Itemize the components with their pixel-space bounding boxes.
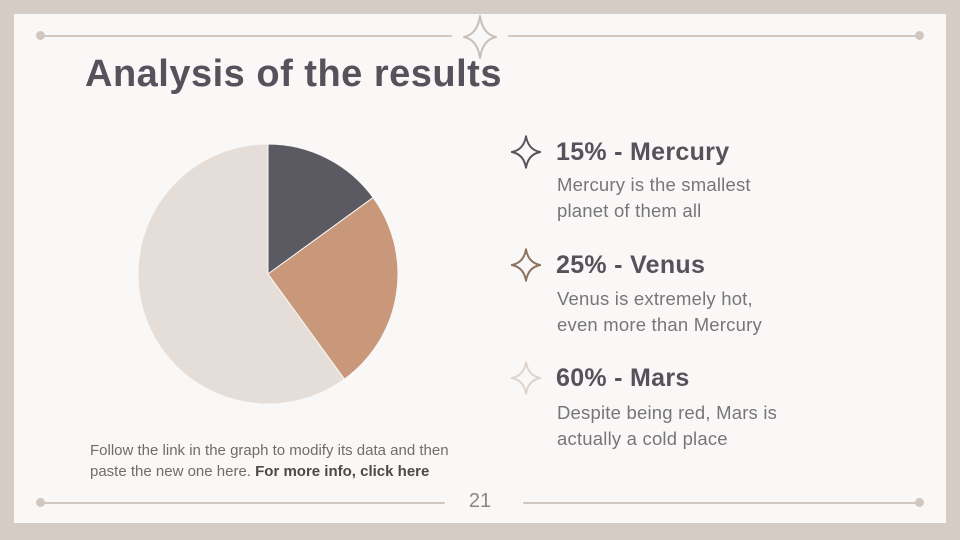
footer-note: Follow the link in the graph to modify i…	[90, 440, 452, 482]
sparkle-icon	[510, 360, 542, 396]
divider-dot-bottom-right	[915, 498, 924, 507]
legend-description-line: Mercury is the smallest	[557, 174, 751, 195]
divider-line-bottom-left	[40, 502, 445, 504]
divider-line-bottom-right	[523, 502, 920, 504]
legend-description-venus: Venus is extremely hot, even more than M…	[557, 286, 762, 338]
pie-slice-mars[interactable]	[137, 143, 346, 405]
legend-heading-venus: 25% - Venus	[556, 251, 706, 279]
footer-more-info-link[interactable]: For more info, click here	[255, 463, 430, 480]
legend-description-line: Despite being red, Mars is	[557, 402, 778, 423]
pie-chart[interactable]	[133, 139, 403, 409]
legend-description-line: planet of them all	[557, 200, 702, 221]
page-number: 21	[468, 490, 492, 512]
legend-description-mars: Despite being red, Mars is actually a co…	[557, 400, 777, 452]
legend-description-mercury: Mercury is the smallest planet of them a…	[557, 172, 751, 224]
sparkle-icon	[510, 247, 542, 283]
page-title: Analysis of the results	[85, 53, 502, 95]
legend-description-line: even more than Mercury	[557, 314, 762, 335]
divider-line-top-left	[40, 35, 452, 37]
pie-slice-venus[interactable]	[267, 196, 399, 380]
divider-dot-top-right	[915, 31, 924, 40]
legend-heading-mercury: 15% - Mercury	[556, 138, 730, 166]
footer-note-text: Follow the link in the graph to modify i…	[90, 442, 449, 480]
sparkle-icon	[510, 134, 542, 170]
legend-heading-mars: 60% - Mars	[556, 364, 690, 392]
legend-description-line: Venus is extremely hot,	[557, 288, 753, 309]
legend-description-line: actually a cold place	[557, 428, 728, 449]
sparkle-icon	[463, 15, 497, 64]
pie-slice-mercury[interactable]	[267, 143, 374, 275]
divider-line-top-right	[508, 35, 920, 37]
pie-chart-svg	[137, 143, 399, 405]
